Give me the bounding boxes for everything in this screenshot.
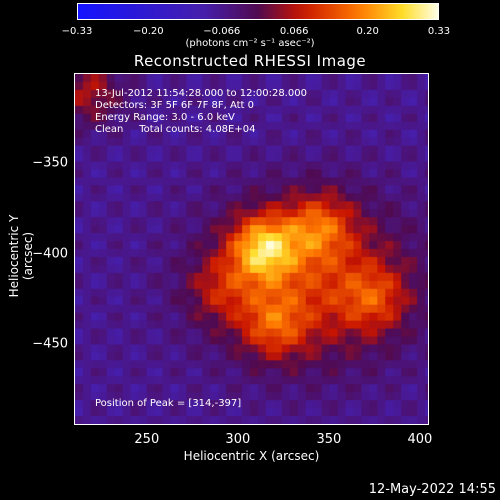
x-tick-label: 300 — [225, 432, 251, 447]
x-axis-label: Heliocentric X (arcsec) — [183, 449, 320, 463]
colorbar-units: (photons cm⁻² s⁻¹ asec⁻²) — [185, 38, 315, 49]
heatmap-image — [75, 74, 428, 424]
x-tick-label: 350 — [316, 432, 342, 447]
chart-title: Reconstructed RHESSI Image — [133, 52, 367, 70]
detectors-text: Detectors: 3F 5F 6F 7F 8F, Att 0 — [95, 100, 255, 111]
colorbar-tick-label: −0.20 — [132, 26, 164, 37]
colorbar-tick-label: −0.33 — [61, 26, 93, 37]
y-axis-label: Heliocentric Y (arcsec) — [7, 214, 35, 298]
y-tick-label: −400 — [32, 246, 68, 261]
colorbar-tick-label: 0.20 — [356, 26, 379, 37]
energy-range-text: Energy Range: 3.0 - 6.0 keV — [95, 112, 235, 123]
colorbar-tick-label: 0.33 — [427, 26, 451, 37]
time-range-text: 13-Jul-2012 11:54:28.000 to 12:00:28.000 — [95, 88, 307, 99]
x-tick-label: 400 — [407, 432, 433, 447]
colorbar — [77, 3, 439, 20]
y-tick-label: −350 — [32, 155, 68, 171]
y-tick-label: −450 — [32, 336, 68, 352]
footer-date: 12-May-2022 14:55 — [368, 482, 496, 497]
plot-area — [74, 73, 429, 425]
colorbar-tick-label: −0.066 — [203, 26, 241, 37]
x-tick-label: 250 — [134, 432, 160, 447]
colorbar-tick-label: 0.066 — [279, 26, 309, 37]
clean-counts-text: Clean Total counts: 4.08E+04 — [95, 124, 256, 135]
peak-position-text: Position of Peak = [314,-397] — [95, 398, 242, 409]
